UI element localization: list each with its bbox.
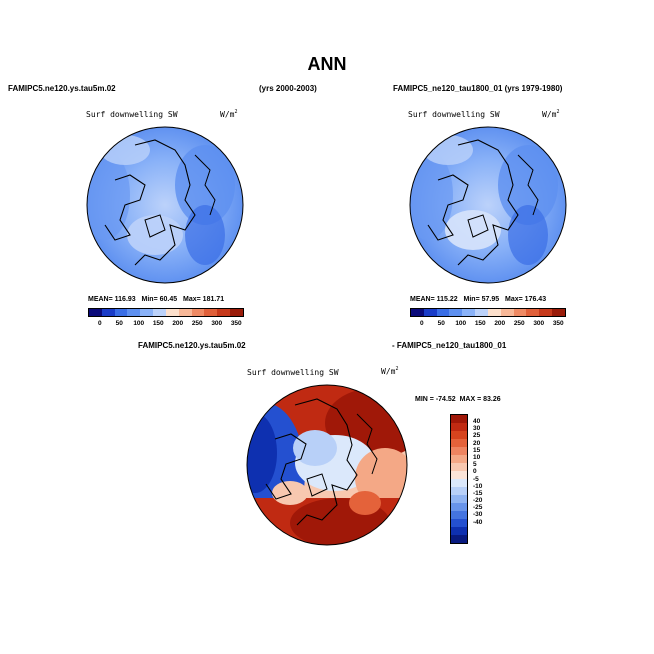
colorbar-tick-label: 300 [211, 320, 223, 327]
colorbar-swatch [451, 503, 467, 511]
colorbar-swatch [451, 447, 467, 455]
diff-polar-map [246, 384, 408, 546]
colorbar-tick-label: -5 [473, 475, 479, 483]
colorbar-tick-label: 0 [419, 320, 424, 327]
colorbar-tick-label: 350 [230, 320, 242, 327]
colorbar-tick-label: 10 [473, 453, 481, 461]
left-panel-units: W/m2 [220, 109, 238, 119]
colorbar-tick-label: -40 [473, 518, 483, 526]
colorbar-swatch [451, 423, 467, 431]
colorbar-swatch [436, 309, 450, 316]
center-years: (yrs 2000-2003) [259, 84, 317, 93]
colorbar-swatch [127, 309, 141, 316]
colorbar-swatch [451, 535, 467, 543]
right-case-title: FAMIPC5_ne120_tau1800_01 (yrs 1979-1980) [393, 84, 563, 93]
colorbar-tick-label: 20 [473, 439, 481, 447]
colorbar-tick-label: 250 [191, 320, 203, 327]
left-colorbar [88, 308, 244, 317]
colorbar-swatch [451, 495, 467, 503]
colorbar-swatch [451, 431, 467, 439]
left-panel-stats: MEAN= 116.93 Min= 60.45 Max= 181.71 [88, 296, 225, 303]
colorbar-swatch [451, 487, 467, 495]
colorbar-swatch [487, 309, 501, 316]
right-panel-units: W/m2 [542, 109, 560, 119]
colorbar-tick-label: 50 [437, 320, 445, 327]
right-colorbar-labels: 0 50 100 150 200 250 300 350 [412, 320, 568, 327]
colorbar-swatch [114, 309, 128, 316]
colorbar-swatch [191, 309, 205, 316]
colorbar-swatch [423, 309, 437, 316]
diff-panel-units: W/m2 [381, 366, 399, 376]
right-panel-variable: Surf downwelling SW [408, 110, 500, 119]
colorbar-tick-label: 0 [97, 320, 102, 327]
colorbar-tick-label: 200 [172, 320, 184, 327]
diff-panel-stats: MIN = -74.52 MAX = 83.26 [415, 396, 501, 403]
colorbar-tick-label: 100 [133, 320, 145, 327]
colorbar-tick-label: 100 [455, 320, 467, 327]
right-colorbar [410, 308, 566, 317]
colorbar-swatch [552, 309, 565, 316]
colorbar-swatch [451, 415, 467, 423]
colorbar-tick-label: 250 [513, 320, 525, 327]
colorbar-tick-label: -20 [473, 497, 483, 505]
colorbar-tick-label: 200 [494, 320, 506, 327]
diff-colorbar [450, 414, 468, 544]
colorbar-swatch [451, 455, 467, 463]
colorbar-swatch [451, 527, 467, 535]
colorbar-tick-label: -25 [473, 504, 483, 512]
colorbar-swatch [451, 511, 467, 519]
colorbar-tick-label: 50 [115, 320, 123, 327]
colorbar-tick-label: -10 [473, 482, 483, 490]
colorbar-swatch [451, 519, 467, 527]
colorbar-swatch [449, 309, 463, 316]
colorbar-swatch [451, 479, 467, 487]
colorbar-swatch [165, 309, 179, 316]
colorbar-swatch [526, 309, 540, 316]
colorbar-swatch [451, 463, 467, 471]
colorbar-swatch [462, 309, 476, 316]
colorbar-tick-label: 5 [473, 461, 477, 469]
colorbar-tick-label: 40 [473, 418, 481, 425]
colorbar-swatch [513, 309, 527, 316]
colorbar-swatch [178, 309, 192, 316]
colorbar-tick-label: 15 [473, 446, 481, 454]
left-panel-variable: Surf downwelling SW [86, 110, 178, 119]
colorbar-swatch [217, 309, 231, 316]
colorbar-swatch [451, 471, 467, 479]
colorbar-tick-label: 30 [473, 425, 481, 433]
colorbar-swatch [204, 309, 218, 316]
colorbar-tick-label: 0 [473, 468, 477, 476]
colorbar-tick-label: 150 [152, 320, 164, 327]
colorbar-swatch [153, 309, 166, 316]
colorbar-tick-label: 150 [474, 320, 486, 327]
diff-right-title: - FAMIPC5_ne120_tau1800_01 [392, 341, 507, 350]
colorbar-swatch [451, 439, 467, 447]
right-polar-map [409, 126, 567, 284]
diff-colorbar-labels: 40 30 25 20 15 10 5 0 -5 -10 -15 -20 -25 -30 -40 [473, 418, 482, 526]
right-panel-stats: MEAN= 115.22 Min= 57.95 Max= 176.43 [410, 296, 547, 303]
colorbar-tick-label: 350 [552, 320, 564, 327]
colorbar-swatch [140, 309, 154, 316]
colorbar-tick-label: 300 [533, 320, 545, 327]
diff-panel-variable: Surf downwelling SW [247, 368, 339, 377]
colorbar-swatch [89, 309, 102, 316]
diff-left-title: FAMIPC5.ne120.ys.tau5m.02 [138, 341, 246, 350]
colorbar-swatch [500, 309, 514, 316]
left-case-title: FAMIPC5.ne120.ys.tau5m.02 [8, 84, 116, 93]
colorbar-swatch [230, 309, 243, 316]
colorbar-swatch [475, 309, 488, 316]
colorbar-swatch [539, 309, 553, 316]
colorbar-tick-label: 25 [473, 432, 481, 440]
left-polar-map [86, 126, 244, 284]
colorbar-tick-label: -30 [473, 511, 483, 519]
colorbar-swatch [411, 309, 424, 316]
colorbar-tick-label: -15 [473, 489, 483, 497]
figure-title: ANN [307, 54, 347, 74]
left-colorbar-labels: 0 50 100 150 200 250 300 350 [90, 320, 246, 327]
colorbar-swatch [101, 309, 115, 316]
